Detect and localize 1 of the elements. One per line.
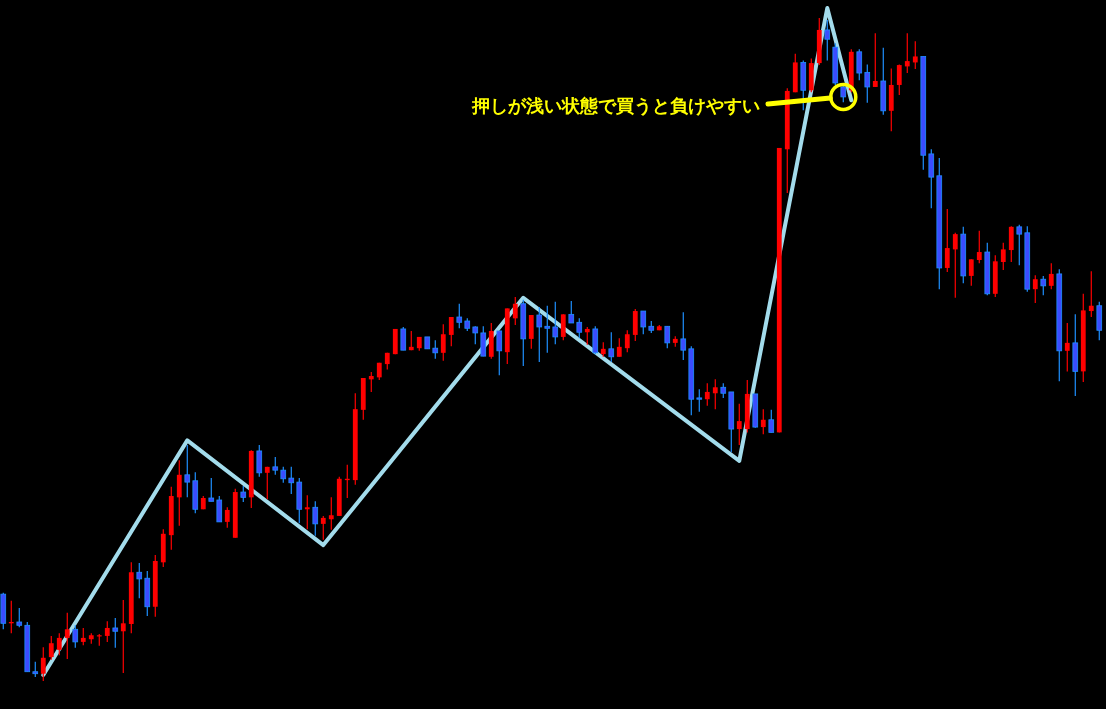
annotation: 押しが浅い状態で買うと負けやすい <box>472 95 760 116</box>
